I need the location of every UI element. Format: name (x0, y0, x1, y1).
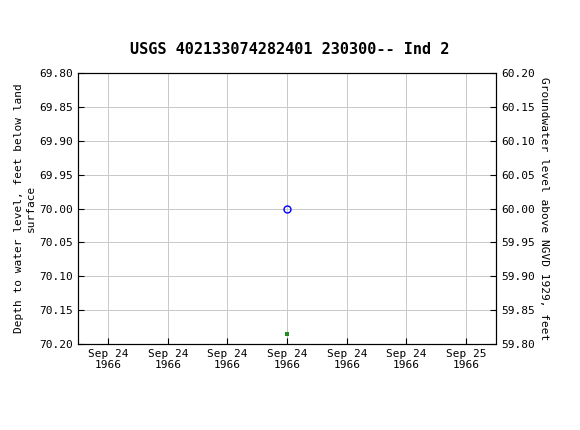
Text: USGS: USGS (32, 9, 79, 28)
Y-axis label: Depth to water level, feet below land
surface: Depth to water level, feet below land su… (14, 84, 35, 333)
Text: USGS 402133074282401 230300-- Ind 2: USGS 402133074282401 230300-- Ind 2 (130, 42, 450, 57)
Text: ≡: ≡ (3, 5, 20, 33)
Y-axis label: Groundwater level above NGVD 1929, feet: Groundwater level above NGVD 1929, feet (539, 77, 549, 340)
